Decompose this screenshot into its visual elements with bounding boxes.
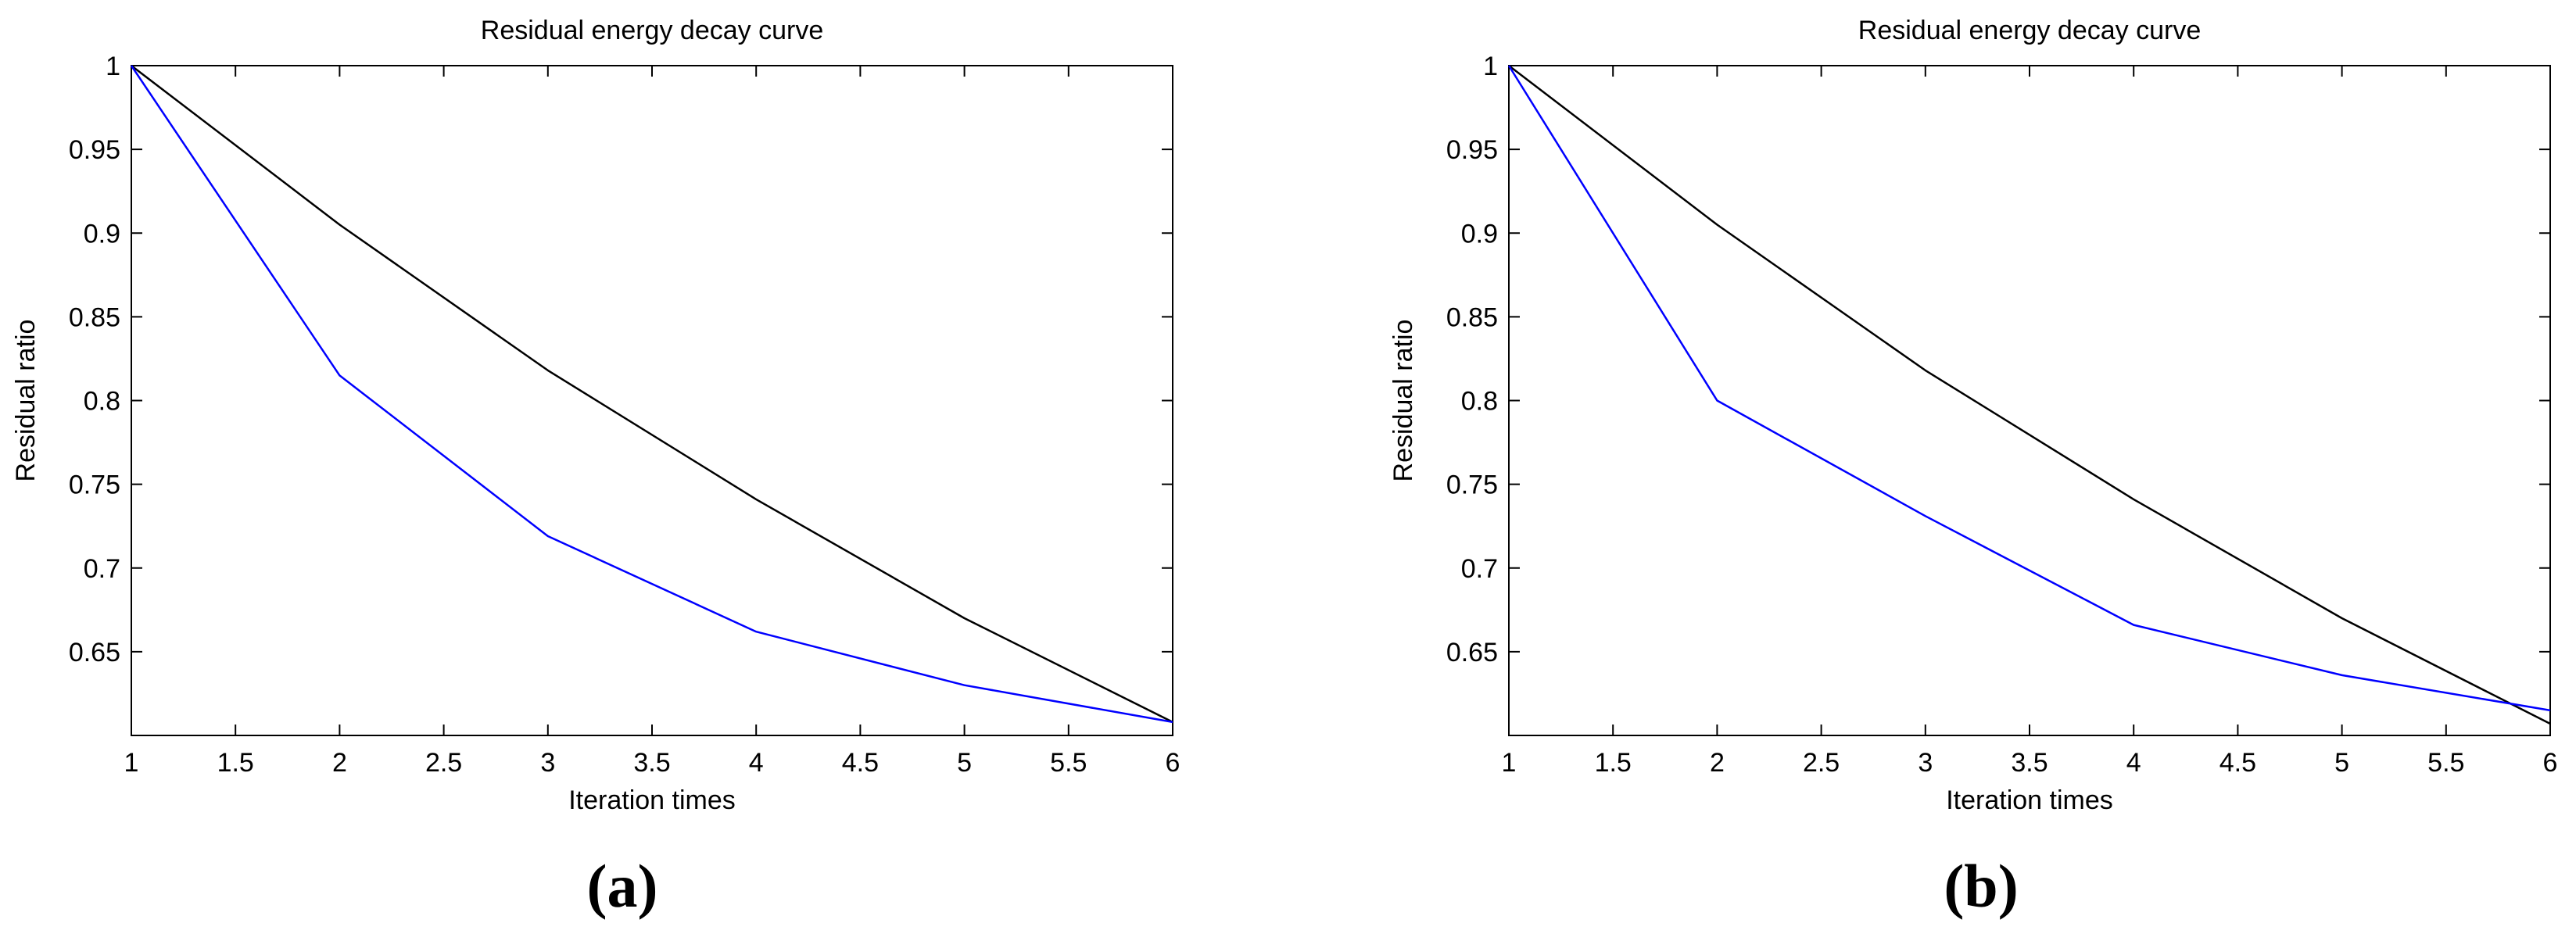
chart-a: 1 1.5 2 2.5 3 3.5 4 4.5 5 5.5 6 0.65 0.7 0.75 0.8 0.85 0… [11,16,1180,815]
chart-title: Residual energy decay curve [481,16,823,45]
y-tick-label: 0.7 [84,554,120,584]
x-tick-label: 4.5 [2220,748,2256,778]
series-line-blue [130,65,1173,724]
x-tick-label: 6 [2543,748,2558,778]
chart-title: Residual energy decay curve [1858,16,2201,45]
x-tick-label: 5 [2334,748,2349,778]
x-tick-label: 3.5 [633,748,670,778]
y-tick-label: 0.75 [69,470,120,500]
x-tick-label: 4 [2126,748,2141,778]
x-tick-label: 2 [1710,748,1725,778]
y-tick-label: 0.95 [1446,135,1498,165]
x-axis-label: Iteration times [1946,785,2113,815]
x-tick-label: 1.5 [1595,748,1632,778]
plot-frame [1508,65,2551,736]
x-axis-label: Iteration times [568,785,736,815]
y-axis-label: Residual ratio [1388,320,1418,482]
x-tick-label: 1 [1502,748,1517,778]
x-tick-label: 5.5 [1050,748,1087,778]
series-line-black [131,65,1173,724]
y-tick-label: 0.95 [69,135,120,165]
series-line-black [1508,65,2551,725]
x-tick-label: 2.5 [425,748,462,778]
x-tick-label: 4.5 [842,748,879,778]
x-tick-label: 1.5 [217,748,254,778]
x-tick-label: 5.5 [2427,748,2464,778]
caption-b: (b) [1944,852,2019,920]
x-tick-label: 5 [957,748,972,778]
x-tick-label: 1 [124,748,139,778]
y-tick-label: 0.8 [84,387,120,417]
chart-b: 1 1.5 2 2.5 3 3.5 4 4.5 5 5.5 6 0.65 0.7 0.75 0.8 0.85 0… [1388,16,2557,815]
caption-a: (a) [586,852,658,920]
x-tick-label: 3 [540,748,555,778]
caption-a-letter: a [607,852,638,920]
y-tick-label: 0.85 [69,302,120,332]
y-tick-label: 0.8 [1461,387,1498,417]
x-tick-label: 3 [1918,748,1933,778]
x-tick-label: 4 [749,748,764,778]
x-tick-label: 2.5 [1803,748,1840,778]
series-line-blue [1507,65,2551,712]
y-tick-label: 0.9 [84,219,120,249]
x-tick-label: 3.5 [2011,748,2048,778]
y-tick-label: 0.7 [1461,554,1498,584]
y-axis-label: Residual ratio [11,320,41,482]
y-tick-label: 0.9 [1461,219,1498,249]
y-tick-label: 0.65 [1446,638,1498,667]
y-tick-label: 1 [106,52,120,81]
y-tick-label: 1 [1483,52,1498,81]
x-tick-label: 6 [1166,748,1181,778]
y-tick-label: 0.75 [1446,470,1498,500]
caption-b-letter: b [1964,852,1998,920]
x-tick-label: 2 [332,748,347,778]
y-tick-label: 0.65 [69,638,120,667]
y-tick-label: 0.85 [1446,302,1498,332]
plot-frame [131,65,1173,736]
